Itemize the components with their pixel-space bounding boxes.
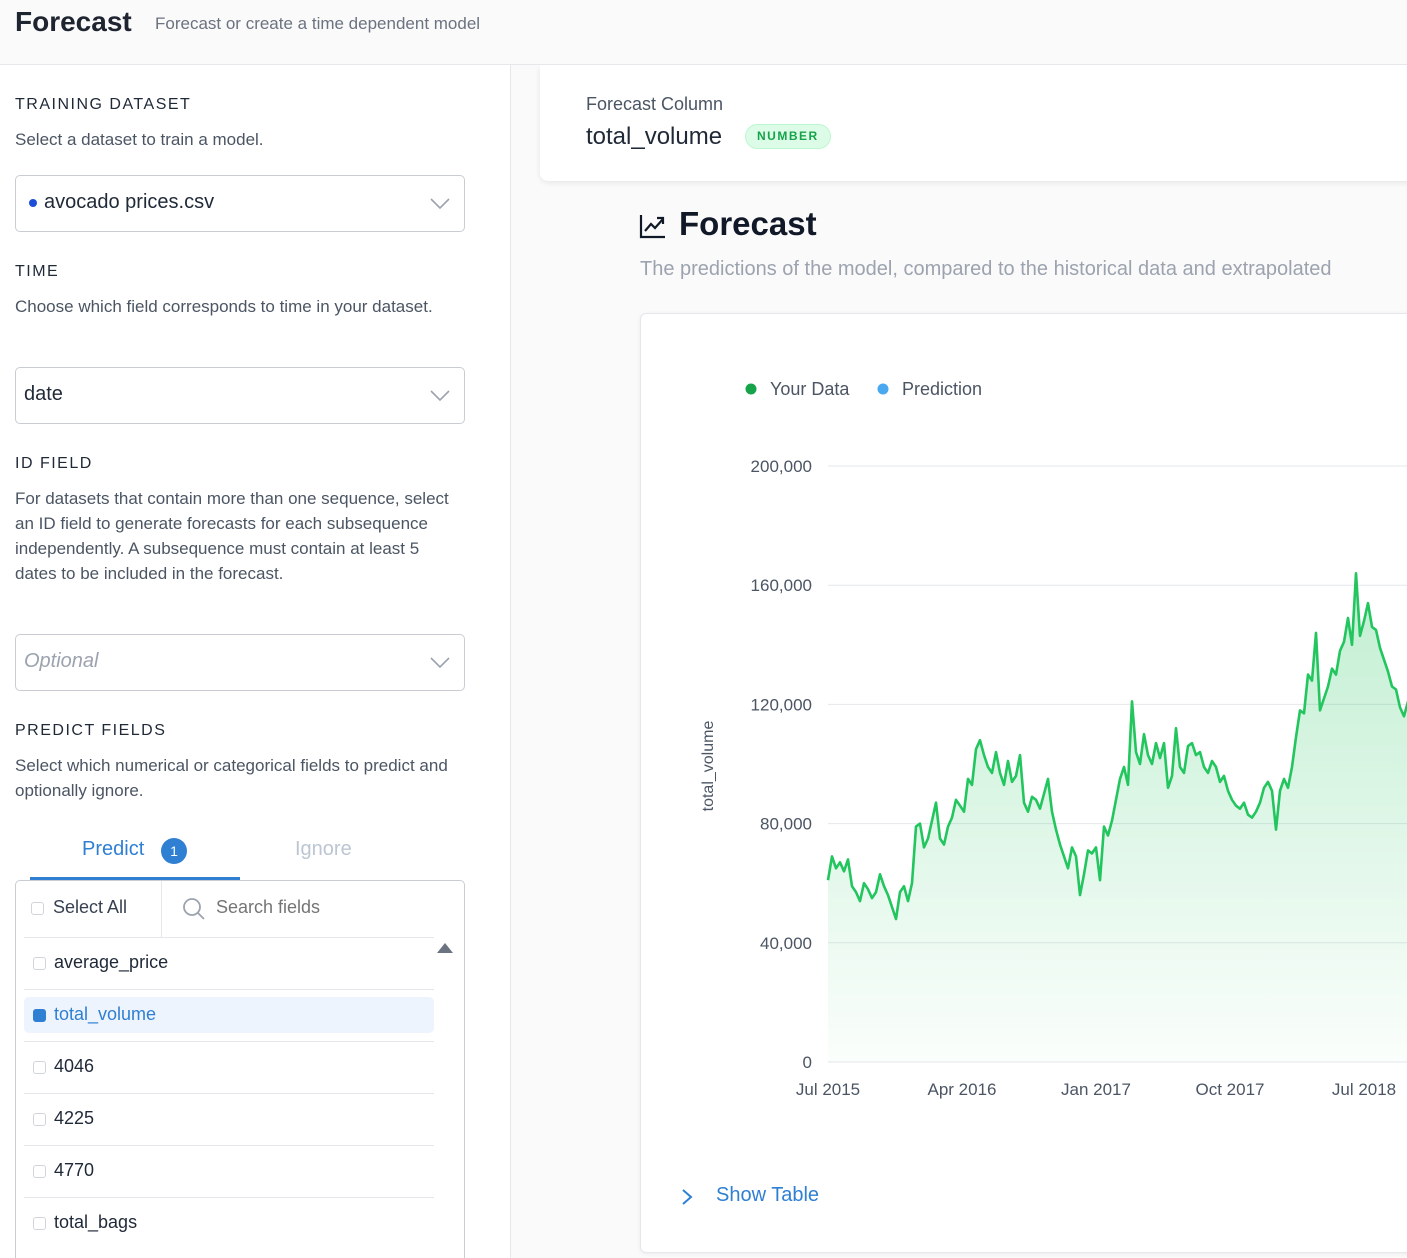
tab-ignore[interactable]: Ignore: [295, 838, 352, 860]
tab-predict[interactable]: Predict: [82, 838, 145, 860]
search-icon: [183, 898, 205, 920]
select-all-checkbox[interactable]: [31, 902, 44, 915]
select-all-label[interactable]: Select All: [53, 897, 128, 917]
x-tick-label: Jul 2015: [796, 1080, 860, 1099]
field-row[interactable]: 4770: [24, 1145, 434, 1197]
legend-label: Your Data: [770, 379, 850, 399]
forecast-section-title: Forecast: [679, 205, 817, 242]
field-list-header: Select All: [16, 881, 464, 937]
field-checkbox[interactable]: [33, 1217, 46, 1230]
forecast-column-value: total_volume: [586, 123, 723, 150]
x-tick-label: Oct 2017: [1196, 1080, 1265, 1099]
show-table-label: Show Table: [716, 1184, 820, 1206]
forecast-column-card: Forecast Column total_volume NUMBER: [540, 65, 1407, 181]
training-dataset-select[interactable]: avocado prices.csv: [15, 175, 465, 232]
predict-fields-desc: Select which numerical or categorical fi…: [15, 756, 448, 800]
field-label: 4046: [54, 1056, 95, 1076]
column-type-badge: NUMBER: [745, 124, 831, 149]
chevron-down-icon: [430, 198, 450, 210]
active-tab-indicator: [30, 877, 240, 880]
field-row[interactable]: 4225: [24, 1093, 434, 1145]
y-tick-label: 200,000: [751, 457, 812, 476]
training-dataset-desc: Select a dataset to train a model.: [15, 130, 264, 149]
predict-fields-title: PREDICT FIELDS: [15, 722, 167, 739]
selected-row-highlight: [24, 997, 434, 1033]
y-tick-label: 40,000: [760, 934, 812, 953]
page-title: Forecast: [15, 6, 132, 37]
forecast-section-desc: The predictions of the model, compared t…: [640, 258, 1332, 280]
x-tick-label: Jan 2017: [1061, 1080, 1131, 1099]
chevron-down-icon: [430, 390, 450, 402]
chevron-right-icon: [682, 1189, 693, 1205]
field-row[interactable]: average_price: [24, 937, 434, 989]
x-tick-label: Apr 2016: [928, 1080, 997, 1099]
y-tick-label: 120,000: [751, 695, 812, 714]
time-select[interactable]: date: [15, 367, 465, 424]
time-value: date: [24, 383, 63, 405]
id-field-desc: For datasets that contain more than one …: [15, 489, 449, 583]
field-row[interactable]: total_volume: [24, 989, 434, 1041]
y-tick-label: 80,000: [760, 815, 812, 834]
field-row[interactable]: total_bags: [24, 1197, 434, 1249]
time-desc: Choose which field corresponds to time i…: [15, 297, 433, 316]
training-dataset-title: TRAINING DATASET: [15, 96, 192, 113]
field-checkbox[interactable]: [33, 1009, 46, 1022]
scroll-up-arrow[interactable]: [437, 943, 453, 953]
top-bar: Forecast Forecast or create a time depen…: [0, 0, 1407, 65]
field-label: average_price: [54, 952, 169, 972]
page-subtitle: Forecast or create a time dependent mode…: [155, 14, 481, 33]
y-axis-label: total_volume: [700, 721, 717, 812]
field-checkbox[interactable]: [33, 1165, 46, 1178]
predict-tabs: Predict 1 Ignore: [30, 830, 450, 880]
series-line-your-data: [826, 572, 1407, 921]
training-dataset-value: avocado prices.csv: [44, 191, 215, 213]
forecast-chart-card: 0 40,000 80,000 120,000 160,000 200,000 total_…: [640, 313, 1407, 1253]
field-label: total_volume: [54, 1004, 157, 1024]
field-label: 4225: [54, 1108, 95, 1128]
id-field-placeholder: Optional: [24, 650, 99, 672]
series-area-your-data: [828, 573, 1407, 1062]
main-panel: Forecast Column total_volume NUMBER Fore…: [511, 65, 1407, 1258]
dataset-status-dot: [29, 199, 37, 207]
legend-dot: [877, 383, 889, 395]
search-fields-input[interactable]: [216, 897, 436, 918]
field-label: total_bags: [54, 1212, 138, 1232]
forecast-column-label: Forecast Column: [586, 94, 724, 114]
y-tick-label: 160,000: [751, 576, 812, 595]
x-tick-label: Jul 2018: [1332, 1080, 1396, 1099]
id-field-select[interactable]: Optional: [15, 634, 465, 691]
trending-up-icon: [639, 215, 665, 239]
field-list: Select All average_price total_volume 4046…: [15, 880, 465, 1258]
field-checkbox[interactable]: [33, 1113, 46, 1126]
predict-count-badge: 1: [161, 838, 187, 864]
legend-label: Prediction: [902, 379, 982, 399]
forecast-chart: 0 40,000 80,000 120,000 160,000 200,000 total_…: [700, 379, 1407, 1099]
header-divider: [161, 881, 162, 937]
y-tick-label: 0: [803, 1053, 812, 1072]
field-label: 4770: [54, 1160, 95, 1180]
chevron-down-icon: [430, 657, 450, 669]
id-field-title: ID FIELD: [15, 455, 93, 472]
field-checkbox[interactable]: [33, 957, 46, 970]
legend-dot: [745, 383, 757, 395]
field-row[interactable]: 4046: [24, 1041, 434, 1093]
sidebar: TRAINING DATASET Select a dataset to tra…: [0, 65, 511, 1258]
field-checkbox[interactable]: [33, 1061, 46, 1074]
time-title: TIME: [15, 263, 60, 280]
